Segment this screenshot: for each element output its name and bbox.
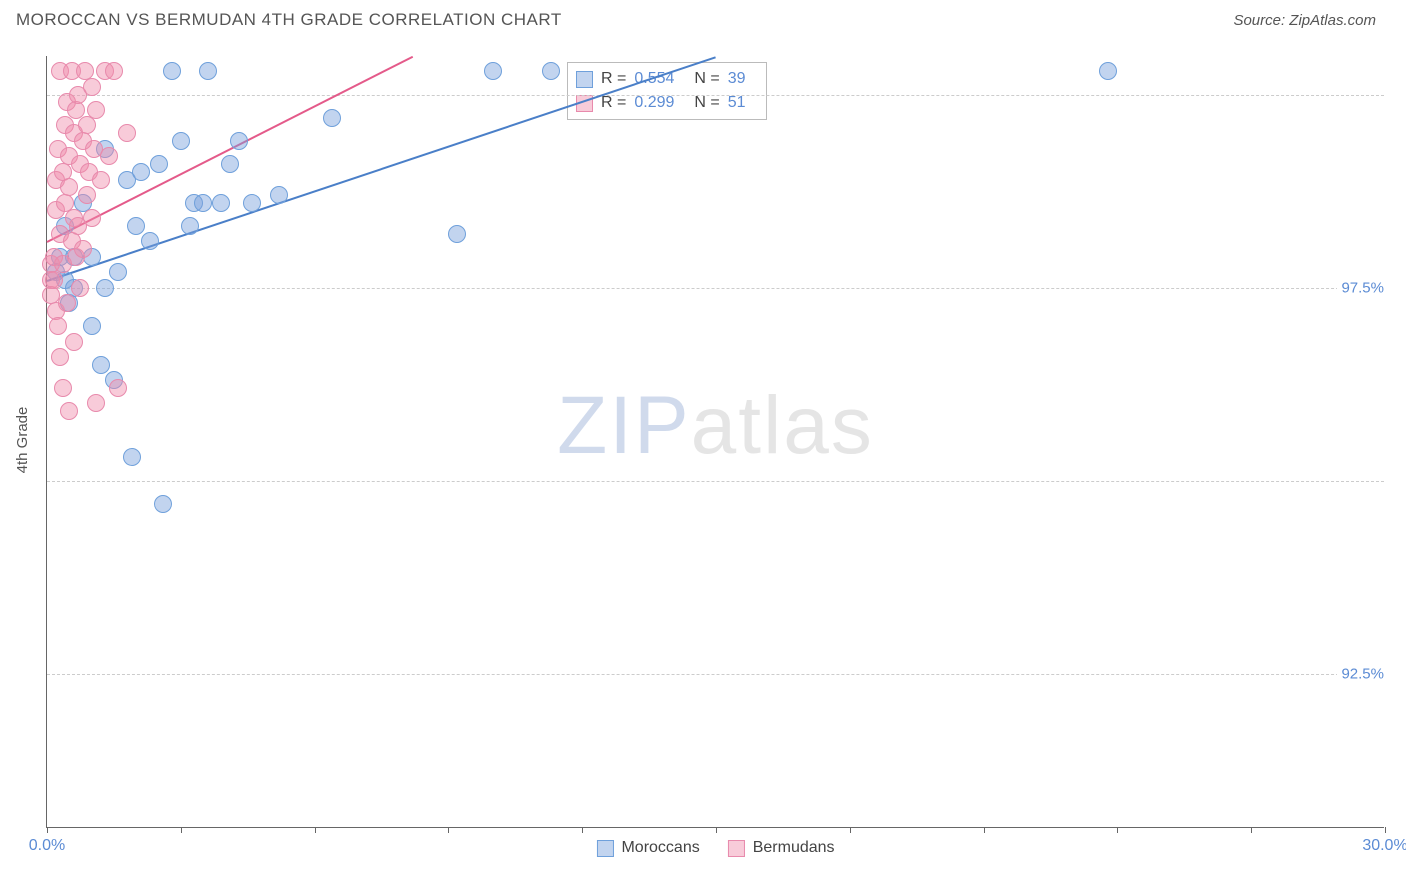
x-tick-label: 30.0%: [1362, 837, 1406, 855]
legend: Moroccans Bermudans: [596, 839, 834, 857]
data-point: [67, 101, 85, 119]
watermark: ZIPatlas: [557, 379, 874, 473]
data-point: [58, 294, 76, 312]
gridline: [47, 95, 1384, 96]
x-tick-label: 0.0%: [29, 837, 65, 855]
plot-area: ZIPatlas R = 0.554N = 39R = 0.299N = 51 …: [46, 56, 1384, 828]
watermark-zip: ZIP: [557, 380, 691, 471]
legend-swatch: [596, 840, 613, 857]
data-point: [323, 109, 341, 127]
data-point: [105, 62, 123, 80]
data-point: [243, 194, 261, 212]
data-point: [49, 317, 67, 335]
data-point: [100, 147, 118, 165]
x-tick: [582, 827, 583, 833]
gridline: [47, 674, 1384, 675]
data-point: [83, 317, 101, 335]
data-point: [542, 62, 560, 80]
data-point: [172, 132, 190, 150]
data-point: [74, 240, 92, 258]
x-tick: [1385, 827, 1386, 833]
gridline: [47, 288, 1384, 289]
data-point: [96, 279, 114, 297]
chart-title: MOROCCAN VS BERMUDAN 4TH GRADE CORRELATI…: [16, 10, 562, 30]
data-point: [1099, 62, 1117, 80]
data-point: [71, 279, 89, 297]
data-point: [194, 194, 212, 212]
data-point: [270, 186, 288, 204]
watermark-atlas: atlas: [691, 380, 874, 471]
x-tick: [448, 827, 449, 833]
data-point: [127, 217, 145, 235]
legend-label: Bermudans: [753, 839, 835, 857]
legend-item: Moroccans: [596, 839, 699, 857]
x-tick: [181, 827, 182, 833]
x-tick: [716, 827, 717, 833]
data-point: [78, 116, 96, 134]
data-point: [109, 263, 127, 281]
y-tick-label: 97.5%: [1337, 279, 1388, 296]
x-tick: [1251, 827, 1252, 833]
stats-box: R = 0.554N = 39R = 0.299N = 51: [567, 62, 767, 120]
stats-row: R = 0.554N = 39: [576, 67, 754, 91]
stats-swatch: [576, 71, 593, 88]
gridline: [47, 481, 1384, 482]
x-tick: [850, 827, 851, 833]
data-point: [150, 155, 168, 173]
data-point: [78, 186, 96, 204]
data-point: [212, 194, 230, 212]
data-point: [83, 209, 101, 227]
y-tick-label: 92.5%: [1337, 665, 1388, 682]
data-point: [54, 379, 72, 397]
data-point: [92, 356, 110, 374]
x-tick: [315, 827, 316, 833]
x-tick: [1117, 827, 1118, 833]
data-point: [51, 348, 69, 366]
data-point: [87, 101, 105, 119]
data-point: [87, 394, 105, 412]
data-point: [83, 78, 101, 96]
stats-n-label: N =: [694, 67, 719, 91]
data-point: [123, 448, 141, 466]
data-point: [181, 217, 199, 235]
data-point: [60, 402, 78, 420]
data-point: [141, 232, 159, 250]
legend-item: Bermudans: [728, 839, 835, 857]
data-point: [221, 155, 239, 173]
y-axis-title: 4th Grade: [14, 407, 31, 474]
data-point: [163, 62, 181, 80]
data-point: [92, 171, 110, 189]
data-point: [448, 225, 466, 243]
data-point: [65, 333, 83, 351]
data-point: [132, 163, 150, 181]
legend-label: Moroccans: [621, 839, 699, 857]
data-point: [154, 495, 172, 513]
x-tick: [984, 827, 985, 833]
data-point: [118, 124, 136, 142]
data-point: [60, 178, 78, 196]
data-point: [109, 379, 127, 397]
data-point: [45, 271, 63, 289]
legend-swatch: [728, 840, 745, 857]
x-tick: [47, 827, 48, 833]
stats-n-value: 39: [728, 67, 754, 91]
data-point: [230, 132, 248, 150]
source-label: Source: ZipAtlas.com: [1233, 12, 1376, 29]
data-point: [484, 62, 502, 80]
data-point: [199, 62, 217, 80]
